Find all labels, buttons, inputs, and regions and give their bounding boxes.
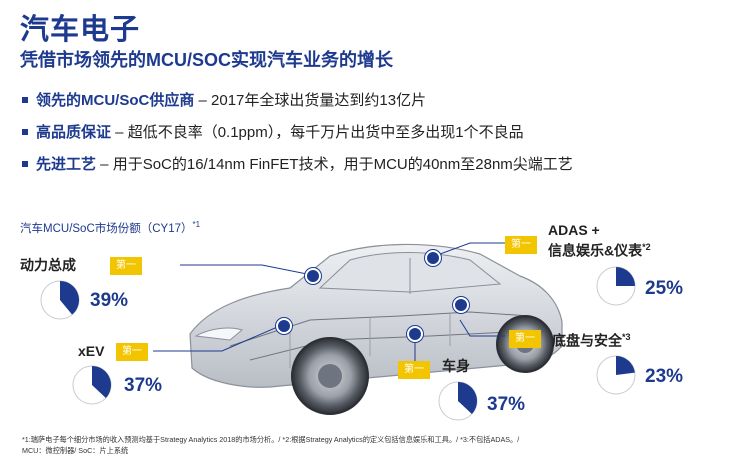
pin-chassis — [453, 297, 469, 313]
bullet-square-icon — [22, 97, 28, 104]
footnotes: *1:瑞萨电子每个细分市场的收入预测均基于Strategy Analytics … — [22, 434, 712, 456]
pie-share-slice — [458, 382, 477, 415]
page-subtitle: 凭借市场领先的MCU/SOC实现汽车业务的增长 — [20, 50, 393, 70]
adas-label-text: 信息娱乐&仪表 — [548, 242, 643, 259]
bullet-text: – 超低不良率（0.1ppm），每千万片出货中至多出现1个不良品 — [111, 124, 524, 141]
bullet-text: – 2017年全球出货量达到约13亿片 — [194, 92, 427, 109]
pie-share-slice — [92, 366, 111, 399]
body-label: 车身 — [442, 358, 470, 374]
body-share: 37% — [487, 394, 526, 415]
pin-body — [407, 326, 423, 342]
bullet-heading: 高品质保证 — [36, 124, 112, 141]
bullet-text: – 用于SoC的16/14nm FinFET技术，用于MCU的40nm至28nm… — [96, 156, 573, 173]
callout-line-adas — [431, 242, 505, 258]
callout-line-powertrain — [180, 264, 313, 276]
bullet-item: 领先的MCU/SoC供应商 – 2017年全球出货量达到约13亿片 — [18, 90, 718, 122]
rank-tag-powertrain: 第一 — [110, 257, 142, 275]
bullet-heading: 领先的MCU/SoC供应商 — [36, 92, 195, 109]
bullet-item: 高品质保证 – 超低不良率（0.1ppm），每千万片出货中至多出现1个不良品 — [18, 122, 718, 154]
footnote-line-1: *1:瑞萨电子每个细分市场的收入预测均基于Strategy Analytics … — [22, 435, 520, 444]
pie-share-slice — [616, 267, 635, 286]
market-share-title-text: 汽车MCU/SoC市场份额（CY17） — [20, 223, 193, 235]
adas-label-note: *2 — [642, 242, 651, 252]
bullet-square-icon — [22, 161, 28, 168]
bullet-square-icon — [22, 129, 28, 136]
adas-label: ADAS + 信息娱乐&仪表*2 — [548, 222, 651, 260]
pie-chassis — [596, 355, 636, 395]
pin-xev — [276, 318, 292, 334]
rank-tag-body: 第一 — [398, 361, 430, 379]
bullet-item: 先进工艺 – 用于SoC的16/14nm FinFET技术，用于MCU的40nm… — [18, 154, 718, 186]
pie-body — [438, 381, 478, 421]
pie-share-slice — [616, 356, 635, 375]
chassis-label-text: 底盘与安全 — [552, 332, 622, 349]
xev-share: 37% — [124, 375, 163, 396]
xev-label: xEV — [78, 343, 105, 359]
rank-tag-chassis: 第一 — [509, 330, 541, 348]
pie-adas — [596, 266, 636, 306]
car-headlight — [194, 327, 244, 341]
bullet-list: 领先的MCU/SoC供应商 – 2017年全球出货量达到约13亿片 高品质保证 … — [18, 90, 718, 186]
adas-label-line1: ADAS + — [548, 222, 600, 238]
chassis-label: 底盘与安全*3 — [552, 329, 631, 350]
rank-tag-xev: 第一 — [116, 343, 148, 361]
market-share-title: 汽车MCU/SoC市场份额（CY17）*1 — [20, 220, 200, 236]
pie-xev — [72, 365, 112, 405]
pin-adas — [425, 250, 441, 266]
car-front-hub — [318, 364, 342, 388]
rank-tag-adas: 第一 — [505, 236, 537, 254]
footnote-line-2: MCU：微控制器/ SoC：片上系统 — [22, 446, 129, 455]
chassis-share: 23% — [645, 366, 684, 387]
chassis-label-note: *3 — [622, 332, 631, 342]
pie-powertrain — [40, 280, 80, 320]
callout-line-xev — [153, 324, 283, 352]
pie-share-slice — [60, 281, 79, 315]
bullet-heading: 先进工艺 — [36, 156, 97, 173]
page-title: 汽车电子 — [20, 14, 141, 46]
pin-powertrain — [305, 268, 321, 284]
adas-label-line2: 信息娱乐&仪表*2 — [548, 239, 651, 260]
adas-share: 25% — [645, 278, 684, 299]
car-frame — [289, 314, 451, 368]
powertrain-share: 39% — [90, 290, 129, 311]
callout-line-chassis — [459, 319, 505, 337]
powertrain-label: 动力总成 — [20, 257, 76, 273]
market-share-title-note: *1 — [192, 220, 201, 230]
